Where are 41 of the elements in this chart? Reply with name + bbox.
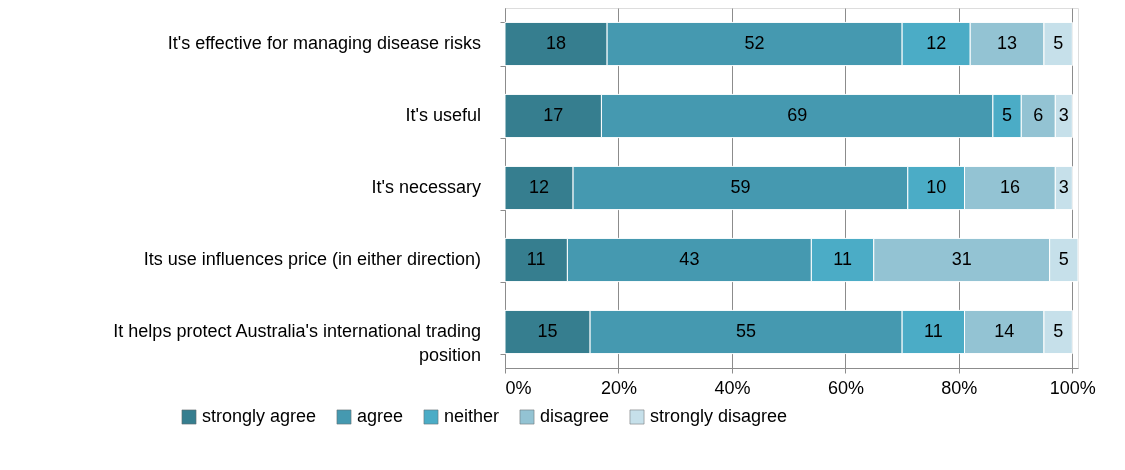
y-tick-label: Its use influences price (in either direction) <box>143 249 481 269</box>
data-label: 52 <box>744 33 765 53</box>
data-label: 5 <box>1053 33 1064 53</box>
data-label: 16 <box>999 177 1020 197</box>
x-tick-label: 0% <box>505 377 532 398</box>
x-tick-label: 100% <box>1049 377 1096 398</box>
legend-label: strongly disagree <box>650 406 788 426</box>
data-label: 14 <box>994 321 1015 341</box>
data-label: 11 <box>923 321 943 341</box>
data-label: 12 <box>529 177 550 197</box>
legend-label: disagree <box>540 406 610 426</box>
y-tick-label: It's useful <box>405 105 481 125</box>
y-tick-label: It's necessary <box>371 177 481 197</box>
data-label: 59 <box>730 177 751 197</box>
x-tick-label: 40% <box>714 377 751 398</box>
data-label: 10 <box>926 177 947 197</box>
data-label: 11 <box>526 249 546 269</box>
data-label: 13 <box>997 33 1018 53</box>
x-tick-label: 20% <box>600 377 637 398</box>
data-label: 11 <box>833 249 852 269</box>
data-label: 31 <box>951 249 972 269</box>
data-label: 6 <box>1033 105 1044 125</box>
data-label: 55 <box>736 321 757 341</box>
data-label: 3 <box>1058 105 1069 125</box>
data-label: 5 <box>1002 105 1013 125</box>
data-label: 12 <box>926 33 947 53</box>
data-label: 15 <box>537 321 558 341</box>
data-label: 5 <box>1058 249 1069 269</box>
y-tick-label: It's effective for managing disease risks <box>167 33 481 53</box>
y-tick-label: It helps protect Australia's international trading position <box>113 321 481 365</box>
x-tick-label: 60% <box>827 377 864 398</box>
legend-label: strongly agree <box>202 406 317 426</box>
data-label: 69 <box>787 105 808 125</box>
data-label: 43 <box>679 249 700 269</box>
data-label: 5 <box>1053 321 1064 341</box>
legend-label: neither <box>444 406 500 426</box>
data-label: 18 <box>546 33 567 53</box>
legend-label: agree <box>357 406 404 426</box>
data-label: 3 <box>1058 177 1069 197</box>
x-tick-label: 80% <box>941 377 978 398</box>
data-label: 17 <box>543 105 564 125</box>
